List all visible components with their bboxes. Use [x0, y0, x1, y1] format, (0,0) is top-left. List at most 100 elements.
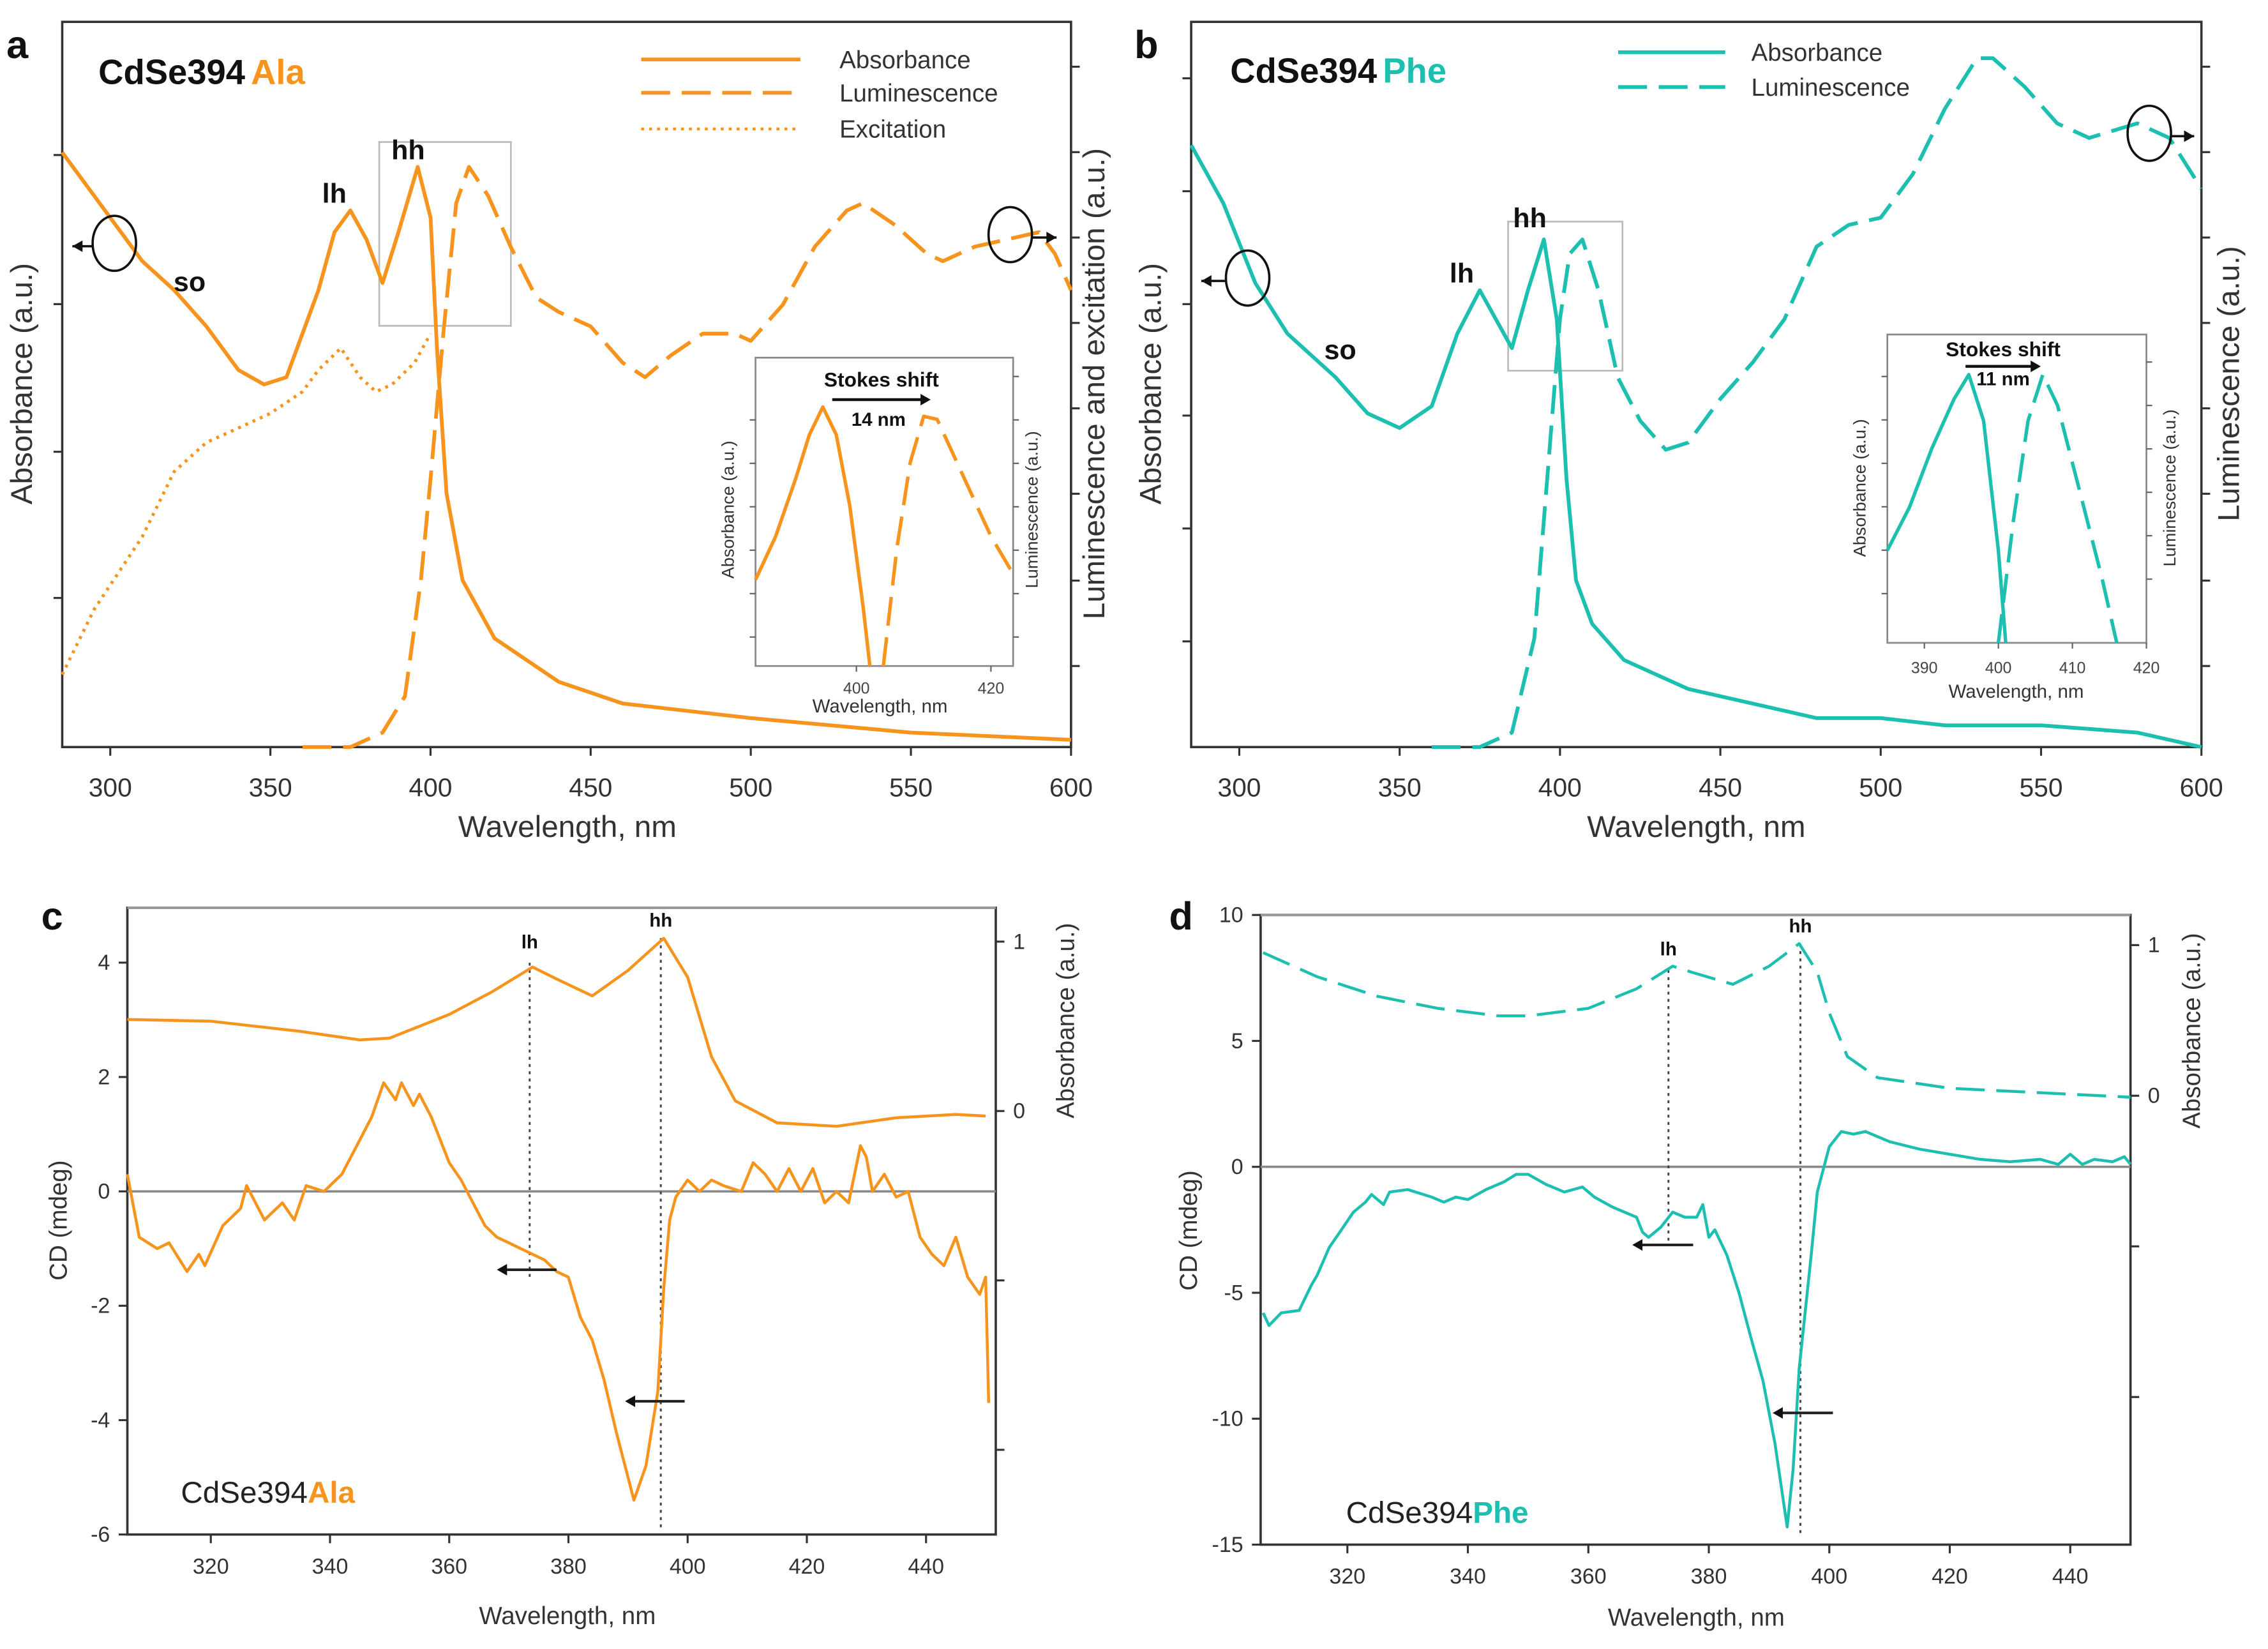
y-axis-label-left: Absorbance (a.u.) — [1134, 263, 1168, 504]
x-tick-label: 550 — [2019, 772, 2062, 802]
series-luminescence — [1431, 56, 2204, 749]
panel-a: a 300 350 400 450 500 550 600 Wavelength, nm Abso… — [5, 20, 1111, 844]
y-tick-label-right: 1 — [1013, 930, 1025, 954]
x-tick-label: 450 — [1699, 772, 1742, 802]
right-axis-marker-arrow-head-icon — [2184, 130, 2195, 142]
inset-x-tick-label: 420 — [2133, 659, 2160, 677]
x-tick-label: 300 — [1217, 772, 1261, 802]
legend-label: Absorbance — [1752, 39, 1883, 66]
series-absorbance — [1189, 144, 2202, 749]
shift-arrow-head-icon — [1632, 1239, 1643, 1251]
x-tick-label: 400 — [1538, 772, 1582, 802]
x-tick-label: 420 — [789, 1555, 825, 1579]
x-axis-label: Wavelength, nm — [1608, 1604, 1785, 1632]
y-axis-label-right: Luminescence (a.u.) — [2212, 246, 2246, 521]
shift-arrow-head-icon — [625, 1395, 636, 1408]
left-axis-marker-arrow-head-icon — [72, 240, 83, 252]
x-tick-label: 420 — [1932, 1565, 1968, 1589]
x-tick-label: 440 — [2052, 1565, 2089, 1589]
y-axis-label-left: CD (mdeg) — [45, 1160, 72, 1280]
inset-series-dashed — [1996, 373, 2119, 644]
panel-letter: c — [41, 894, 63, 938]
x-tick-label: 340 — [1450, 1565, 1486, 1589]
x-tick-label: 400 — [409, 772, 452, 802]
legend-label: Absorbance — [839, 47, 971, 74]
sample-name: CdSe394 — [98, 53, 245, 92]
inset-x-axis-label: Wavelength, nm — [813, 696, 948, 717]
stokes-shift-value: 11 nm — [1976, 368, 2030, 389]
peak-label-lh: lh — [522, 931, 538, 953]
panel-letter: d — [1169, 894, 1192, 938]
panel-d: d 320 340 360 380 400 420 440 Wavelength, nm CD (… — [1169, 894, 2205, 1632]
y-tick-label-right: 1 — [2148, 933, 2160, 958]
peak-label-hh: hh — [1513, 203, 1547, 234]
sample-name: CdSe394 — [1230, 51, 1377, 90]
x-tick-label: 380 — [550, 1555, 587, 1579]
x-tick-label: 360 — [431, 1555, 467, 1579]
series-luminescence — [302, 165, 1073, 749]
right-axis-marker-circle — [987, 206, 1033, 264]
legend-label: Excitation — [839, 116, 946, 144]
panel-letter: a — [6, 23, 29, 66]
sample-title: CdSe394Ala — [181, 1476, 355, 1510]
x-tick-label: 340 — [312, 1555, 349, 1579]
y-tick-label-right: 0 — [1013, 1099, 1025, 1124]
peak-label-lh: lh — [322, 179, 347, 209]
sample-name: CdSe394 — [181, 1476, 308, 1510]
series-absorbance — [1262, 942, 2131, 1099]
zoom-region-box — [1507, 220, 1624, 372]
plot-frame — [1190, 20, 2203, 749]
x-tick-label: 400 — [1811, 1565, 1847, 1589]
sample-title: CdSe394Phe — [1346, 1496, 1529, 1530]
stokes-shift-arrow-head-icon — [2031, 360, 2041, 372]
y-tick-label-left: 0 — [1231, 1155, 1243, 1179]
y-tick-label-left: 2 — [98, 1065, 110, 1089]
y-tick-label-left: -4 — [91, 1408, 110, 1433]
inset-y-axis-label-right: Luminescence (a.u.) — [1022, 431, 1042, 588]
x-axis-label: Wavelength, nm — [1587, 810, 1805, 844]
x-tick-label: 500 — [1859, 772, 1902, 802]
series-cd — [126, 1081, 991, 1502]
y-axis-label-left: Absorbance (a.u.) — [5, 263, 39, 504]
panel-letter: b — [1134, 23, 1158, 66]
shift-arrow-head-icon — [497, 1263, 507, 1276]
stokes-shift-value: 14 nm — [852, 409, 906, 430]
inset-x-tick-label: 400 — [843, 679, 870, 697]
y-axis-label-left: CD (mdeg) — [1175, 1170, 1203, 1290]
inset-series-solid — [1886, 373, 2008, 644]
peak-label-hh: hh — [391, 135, 425, 166]
peak-label-so: so — [1324, 335, 1356, 366]
inset-frame — [1886, 333, 2147, 644]
peak-label-hh: hh — [649, 910, 672, 931]
peak-label-lh: lh — [1450, 258, 1474, 289]
inset-series-dashed — [882, 414, 1013, 666]
y-axis-label-right: Luminescence and excitation (a.u.) — [1078, 148, 1111, 619]
inset-x-tick-label: 410 — [2059, 659, 2086, 677]
left-axis-marker-circle — [1224, 249, 1271, 307]
y-axis-label-right: Absorbance (a.u.) — [1052, 923, 1079, 1118]
x-tick-label: 550 — [889, 772, 933, 802]
plot-frame — [126, 907, 997, 1536]
series-absorbance — [127, 937, 986, 1128]
left-axis-marker-circle — [91, 215, 137, 273]
panel-b: b 300 350 400 450 500 550 600 Wavelength, nm Abso… — [1134, 20, 2246, 844]
sample-name: CdSe394 — [1346, 1496, 1473, 1530]
x-tick-label: 500 — [729, 772, 772, 802]
x-axis-label: Wavelength, nm — [458, 810, 677, 844]
x-tick-label: 440 — [908, 1555, 944, 1579]
y-tick-label-left: 5 — [1231, 1029, 1243, 1053]
peak-label-hh: hh — [1789, 915, 1812, 937]
x-tick-label: 350 — [1378, 772, 1422, 802]
y-tick-label-right: 0 — [2148, 1084, 2160, 1108]
inset-x-tick-label: 390 — [1911, 659, 1938, 677]
x-tick-label: 400 — [670, 1555, 706, 1579]
inset-x-tick-label: 400 — [1985, 659, 2012, 677]
x-tick-label: 360 — [1570, 1565, 1607, 1589]
shift-arrow-head-icon — [1773, 1407, 1783, 1419]
y-tick-label-left: -2 — [91, 1294, 110, 1318]
x-tick-label: 600 — [2180, 772, 2223, 802]
y-axis-label-right: Absorbance (a.u.) — [2178, 933, 2205, 1128]
